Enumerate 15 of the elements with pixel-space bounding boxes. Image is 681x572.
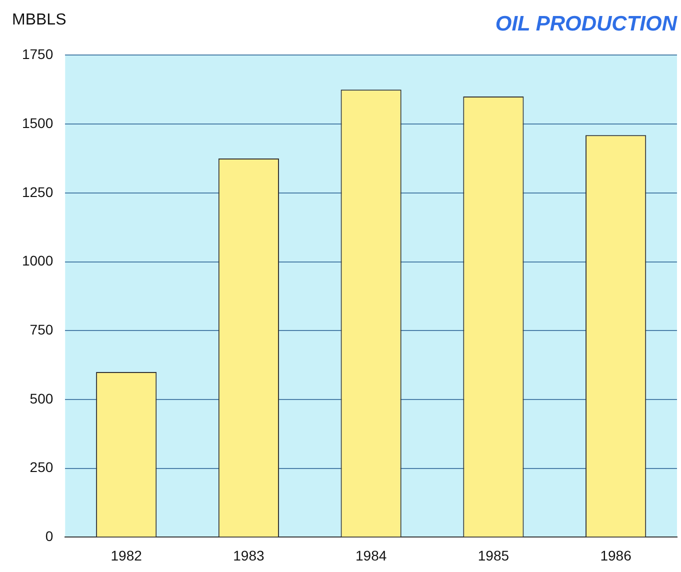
x-tick-label: 1985 [478, 547, 510, 564]
y-tick-label: 1500 [22, 114, 54, 131]
y-tick-label: 750 [30, 321, 54, 338]
y-axis-title: MBBLS [12, 11, 66, 28]
x-tick-label: 1983 [233, 547, 264, 564]
y-tick-label: 0 [45, 528, 54, 544]
y-tick-label: 250 [30, 459, 54, 476]
y-tick-label: 1250 [22, 184, 54, 200]
x-tick-label: 1986 [600, 547, 632, 564]
x-tick-label: 1982 [110, 547, 142, 564]
y-tick-label: 1000 [22, 252, 54, 269]
x-tick-label: 1984 [355, 547, 387, 564]
chart-title: OIL PRODUCTION [495, 12, 678, 36]
y-tick-label: 500 [30, 390, 54, 406]
y-tick-label: 1750 [22, 46, 54, 62]
